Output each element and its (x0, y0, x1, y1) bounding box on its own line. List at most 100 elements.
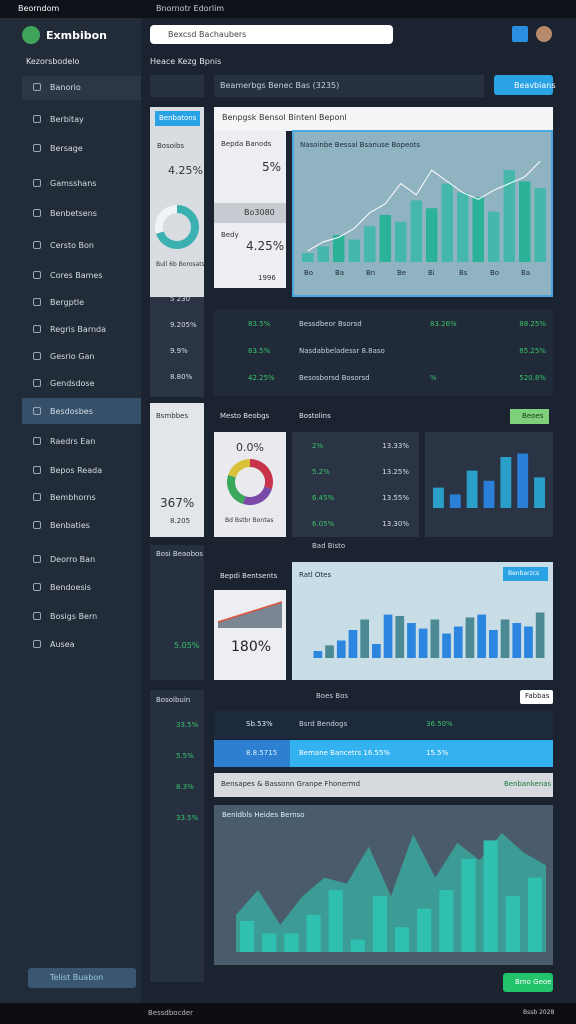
active-item (22, 398, 141, 424)
bar (483, 840, 498, 952)
nav-item[interactable]: Bosigs Bern (50, 612, 98, 621)
button-label[interactable]: Bmo Geoe (515, 978, 552, 986)
nav-item[interactable]: Gamsshans (50, 179, 97, 188)
card (150, 297, 204, 397)
bar (483, 480, 495, 508)
label: Besosborsd Bosorsd (299, 374, 370, 382)
button-label[interactable]: Fabbas (525, 692, 550, 700)
nav-icon (33, 115, 41, 123)
search-placeholder[interactable]: Bexcsd Bachaubers (168, 30, 247, 39)
nav-icon (33, 640, 41, 648)
bar (442, 633, 451, 658)
card (214, 432, 286, 537)
nav-item[interactable]: Benbaties (50, 521, 90, 530)
label: 8.80% (170, 373, 193, 381)
sidebar (0, 18, 141, 1003)
bar (466, 470, 478, 508)
label: 2% (312, 442, 324, 450)
label: Bsmbbes (156, 412, 189, 420)
button[interactable] (503, 567, 548, 581)
x-tick-label: Bi (428, 269, 435, 277)
nav-item[interactable]: Bersage (50, 144, 83, 153)
label: Bessdbeor Bsorsd (299, 320, 362, 328)
donut-segment (155, 205, 178, 234)
bar (395, 221, 407, 262)
nav-item[interactable]: Bepos Reada (50, 466, 103, 475)
line (307, 160, 541, 252)
top-bar (0, 0, 576, 18)
label: Bemane Bancetrs 16.55% (299, 749, 391, 757)
nav-item[interactable]: Gesrio Gan (50, 352, 95, 361)
label: Heace Kezg Bpnis (150, 57, 222, 66)
button-label[interactable]: Beavbians (514, 81, 556, 90)
bar (417, 908, 432, 952)
x-tick-label: Bo (490, 269, 500, 277)
label: % (430, 374, 437, 382)
bar (500, 457, 512, 508)
label: 88.25% (519, 320, 546, 328)
chart (236, 832, 546, 952)
label: 6.05% (312, 520, 335, 528)
label: 4.25% (246, 239, 285, 253)
nav-icon (33, 83, 41, 91)
nav-item[interactable]: Ausea (50, 640, 75, 649)
nav-item[interactable]: Regris Barnda (50, 325, 107, 334)
bar (527, 877, 542, 952)
donut-segment (228, 459, 251, 478)
bar (350, 939, 365, 952)
nav-item[interactable]: Berbitay (50, 115, 84, 124)
nav-item[interactable]: Bendoesis (50, 583, 91, 592)
bar (477, 614, 486, 658)
nav-item[interactable]: Bembhorns (50, 493, 96, 502)
label: 85.25% (519, 347, 546, 355)
nav-item[interactable]: Bergptle (50, 298, 84, 307)
button[interactable] (520, 690, 553, 704)
nav-item[interactable]: Benbetsens (50, 209, 97, 218)
nav-item[interactable]: Gendsdose (50, 379, 95, 388)
nav-item[interactable]: Cores Bames (50, 271, 103, 280)
label: Bo3080 (244, 208, 275, 217)
trend-line (217, 601, 283, 623)
label: 5% (262, 160, 282, 174)
nav-item[interactable]: Cersto Bon (50, 241, 94, 250)
label[interactable]: Bessdbocder (148, 1009, 194, 1017)
nav-item[interactable]: Banorio (50, 83, 81, 92)
card (150, 107, 204, 297)
label: Bedy (221, 231, 239, 239)
bar (489, 630, 498, 658)
nav-item[interactable]: Raedrs Ean (50, 437, 96, 446)
nav-item[interactable]: Besdosbes (50, 407, 93, 416)
nav-icon (33, 612, 41, 620)
button-label[interactable]: Benbarzcs (508, 570, 540, 577)
icon-button[interactable] (512, 26, 528, 42)
label: 9.205% (170, 321, 197, 329)
label: 33.5% (176, 814, 199, 822)
nav-icon (33, 466, 41, 474)
label: 8.3% (176, 783, 194, 791)
nav-icon (33, 144, 41, 152)
bar (500, 619, 510, 658)
row (214, 711, 553, 739)
nav-icon (33, 209, 41, 217)
label: 6.45% (312, 494, 335, 502)
label: 4.25% (168, 164, 203, 177)
bar (302, 253, 314, 262)
badge (155, 111, 200, 126)
chart (433, 453, 545, 508)
button[interactable] (503, 973, 553, 992)
label: 83.26% (430, 320, 457, 328)
label: Beorndom (18, 4, 60, 13)
button[interactable] (494, 75, 553, 95)
label: Bssb 2028 (523, 1009, 555, 1016)
button-label[interactable]: Telist Buabon (50, 973, 104, 982)
avatar[interactable] (536, 26, 552, 42)
nav-item[interactable]: Deorro Ban (50, 555, 96, 564)
bar (524, 626, 533, 658)
bar (503, 170, 515, 262)
label: Bepdi Bentsents (220, 572, 278, 580)
button[interactable] (28, 968, 136, 988)
nav-icon (33, 325, 41, 333)
search-box[interactable] (150, 25, 393, 44)
label: 36.50% (426, 720, 453, 728)
